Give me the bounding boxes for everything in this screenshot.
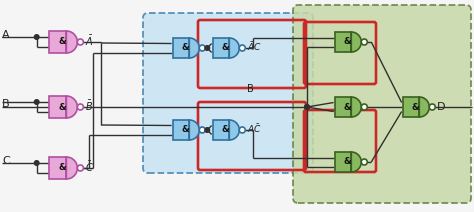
Polygon shape bbox=[351, 97, 361, 117]
Polygon shape bbox=[49, 157, 66, 179]
Circle shape bbox=[361, 39, 367, 45]
Circle shape bbox=[77, 104, 83, 110]
Circle shape bbox=[199, 45, 205, 51]
Polygon shape bbox=[189, 38, 199, 58]
Text: $\bar{B}$: $\bar{B}$ bbox=[85, 99, 93, 113]
Text: B: B bbox=[2, 99, 9, 109]
Text: &: & bbox=[181, 43, 189, 53]
Polygon shape bbox=[229, 38, 239, 58]
Polygon shape bbox=[335, 97, 351, 117]
Polygon shape bbox=[66, 96, 77, 118]
Polygon shape bbox=[213, 38, 229, 58]
Text: &: & bbox=[343, 158, 351, 166]
Circle shape bbox=[361, 159, 367, 165]
Circle shape bbox=[305, 105, 310, 109]
Polygon shape bbox=[335, 32, 351, 52]
Text: &: & bbox=[343, 38, 351, 46]
Polygon shape bbox=[402, 97, 419, 117]
Text: C: C bbox=[2, 156, 10, 166]
Circle shape bbox=[361, 104, 367, 110]
FancyBboxPatch shape bbox=[143, 13, 313, 173]
Circle shape bbox=[199, 127, 205, 133]
Text: &: & bbox=[411, 102, 419, 112]
Circle shape bbox=[305, 105, 310, 109]
Circle shape bbox=[205, 46, 210, 50]
Text: D: D bbox=[438, 102, 446, 112]
Text: $\bar{A}C$: $\bar{A}C$ bbox=[247, 40, 262, 53]
Polygon shape bbox=[213, 120, 229, 140]
Polygon shape bbox=[173, 120, 189, 140]
Text: $A\bar{C}$: $A\bar{C}$ bbox=[247, 123, 262, 135]
Polygon shape bbox=[335, 152, 351, 172]
Circle shape bbox=[205, 128, 210, 132]
Polygon shape bbox=[189, 120, 199, 140]
Circle shape bbox=[239, 45, 245, 51]
Polygon shape bbox=[351, 152, 361, 172]
Polygon shape bbox=[66, 31, 77, 53]
FancyBboxPatch shape bbox=[293, 5, 471, 203]
Circle shape bbox=[35, 100, 39, 104]
Text: &: & bbox=[58, 163, 66, 173]
Text: $\bar{A}$: $\bar{A}$ bbox=[85, 34, 94, 48]
Text: &: & bbox=[221, 43, 229, 53]
Circle shape bbox=[77, 165, 83, 171]
Text: &: & bbox=[58, 102, 66, 112]
Polygon shape bbox=[49, 96, 66, 118]
Circle shape bbox=[239, 127, 245, 133]
Circle shape bbox=[35, 161, 39, 165]
Circle shape bbox=[429, 104, 435, 110]
Polygon shape bbox=[229, 120, 239, 140]
Polygon shape bbox=[173, 38, 189, 58]
Text: &: & bbox=[58, 38, 66, 46]
Polygon shape bbox=[66, 157, 77, 179]
Text: B: B bbox=[247, 84, 254, 94]
Text: &: & bbox=[181, 126, 189, 134]
Text: &: & bbox=[343, 102, 351, 112]
Text: A: A bbox=[2, 30, 9, 40]
Text: $\bar{C}$: $\bar{C}$ bbox=[85, 160, 94, 174]
Polygon shape bbox=[49, 31, 66, 53]
Circle shape bbox=[77, 39, 83, 45]
Polygon shape bbox=[351, 32, 361, 52]
Circle shape bbox=[35, 35, 39, 39]
Text: &: & bbox=[221, 126, 229, 134]
Polygon shape bbox=[419, 97, 429, 117]
